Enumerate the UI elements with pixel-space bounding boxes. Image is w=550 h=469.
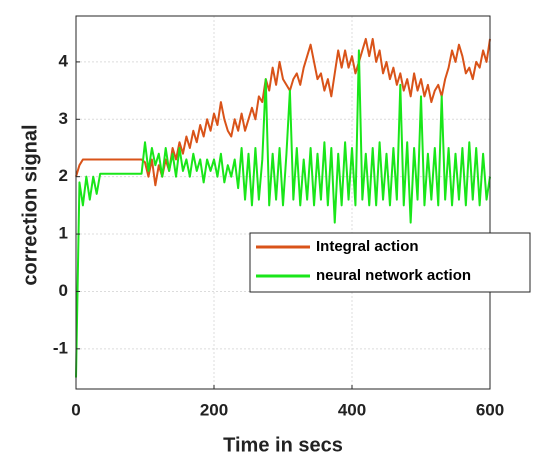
axes-box <box>75 15 491 390</box>
legend-label: Integral action <box>316 238 419 255</box>
x-tick-label: 200 <box>200 400 228 419</box>
plot-area <box>75 37 491 378</box>
series-line <box>75 37 491 187</box>
legend: Integral action neural network action <box>249 232 531 293</box>
y-tick-label: 2 <box>59 166 68 185</box>
x-tick-label: 0 <box>71 400 80 419</box>
x-tick-label: 600 <box>476 400 504 419</box>
legend-label: neural network action <box>316 267 471 284</box>
legend-box <box>249 232 531 293</box>
y-tick-label: 1 <box>59 224 68 243</box>
y-tick-label: 3 <box>59 109 68 128</box>
x-tick-label: 400 <box>338 400 366 419</box>
y-axis-title: correction signal <box>19 124 41 285</box>
y-tick-label: -1 <box>53 338 68 357</box>
x-axis-title: Time in secs <box>223 434 343 456</box>
y-tick-label: 4 <box>59 51 69 70</box>
y-tick-label: 0 <box>59 281 68 300</box>
series-line <box>75 49 491 378</box>
